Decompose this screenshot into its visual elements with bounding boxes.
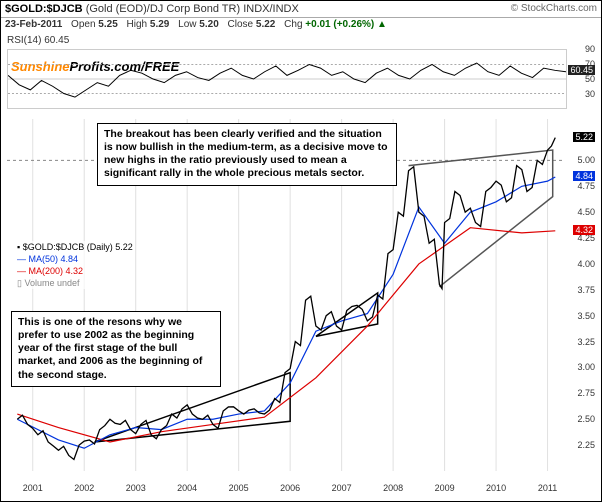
- open-value: 5.25: [98, 19, 117, 30]
- legend-ma50: — MA(50) 4.84: [17, 253, 133, 265]
- price-value-badge: 5.22: [573, 132, 595, 142]
- rsi-label: RSI(14) 60.45: [7, 35, 69, 46]
- ticker-description: (Gold (EOD)/DJ Corp Bond TR): [86, 3, 240, 15]
- ticker-symbol: $GOLD:$DJCB: [5, 3, 83, 15]
- legend-volume: ▯ Volume undef: [17, 277, 133, 289]
- open-label: Open: [71, 19, 95, 30]
- annotation-top: The breakout has been clearly verified a…: [97, 123, 397, 186]
- legend-ma200: — MA(200) 4.32: [17, 265, 133, 277]
- ohlc-bar: 23-Feb-2011 Open 5.25 High 5.29 Low 5.20…: [1, 18, 601, 31]
- low-label: Low: [178, 19, 196, 30]
- high-label: High: [127, 19, 148, 30]
- chart-legend: ▪ $GOLD:$DJCB (Daily) 5.22 — MA(50) 4.84…: [17, 241, 133, 289]
- ma200-value-badge: 4.32: [573, 225, 595, 235]
- chg-value: +0.01 (+0.26%): [305, 19, 374, 30]
- chart-date: 23-Feb-2011: [5, 19, 62, 30]
- stock-chart: $GOLD:$DJCB (Gold (EOD)/DJ Corp Bond TR)…: [0, 0, 602, 502]
- x-axis: 2001200220032004200520062007200820092010…: [7, 483, 563, 497]
- high-value: 5.29: [150, 19, 169, 30]
- ma50-value-badge: 4.84: [573, 171, 595, 181]
- attribution-text: © StockCharts.com: [511, 3, 597, 15]
- close-value: 5.22: [256, 19, 275, 30]
- rsi-panel: [7, 49, 567, 109]
- legend-symbol: ▪ $GOLD:$DJCB (Daily) 5.22: [17, 241, 133, 253]
- price-panel: ▪ $GOLD:$DJCB (Daily) 5.22 — MA(50) 4.84…: [7, 119, 563, 471]
- rsi-y-axis: 30507090: [571, 49, 595, 109]
- annotation-bottom: This is one of the resons why we prefer …: [11, 311, 221, 387]
- low-value: 5.20: [199, 19, 218, 30]
- index-label: INDX/INDX: [243, 3, 299, 15]
- rsi-value-badge: 60.45: [568, 65, 595, 75]
- chg-arrow-icon: ▲: [377, 19, 387, 30]
- close-label: Close: [228, 19, 254, 30]
- chg-label: Chg: [284, 19, 302, 30]
- chart-header: $GOLD:$DJCB (Gold (EOD)/DJ Corp Bond TR)…: [1, 1, 601, 18]
